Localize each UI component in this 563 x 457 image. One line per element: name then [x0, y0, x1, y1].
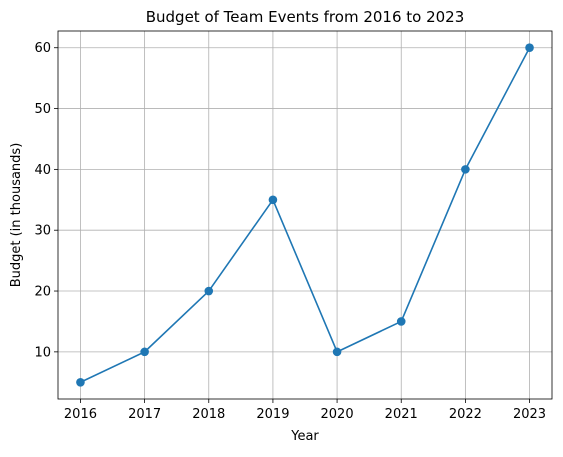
grid-lines: [58, 31, 552, 399]
y-axis-ticks: 10 20 30 40 50 60: [34, 41, 58, 360]
series-line-0: [80, 47, 531, 383]
series-budget: [76, 43, 534, 387]
y-tick-label-50: 50: [34, 102, 51, 117]
plot-frame: [57, 30, 553, 400]
data-point-2017: [140, 347, 149, 357]
data-point-2023: [525, 43, 534, 53]
chart-title: Budget of Team Events from 2016 to 2023: [146, 8, 465, 26]
x-tick-label-2022: 2022: [449, 407, 482, 422]
data-point-2019: [268, 195, 278, 205]
x-tick-label-2021: 2021: [385, 407, 418, 422]
y-tick-label-30: 30: [34, 224, 51, 239]
data-point-2022: [461, 165, 470, 174]
y-tick-label-40: 40: [34, 163, 51, 178]
x-tick-label-2019: 2019: [256, 407, 289, 422]
x-axis-ticks: 2016 2017 2018 2019 2020 2021 2022 2023: [64, 399, 546, 422]
data-point-2021: [396, 317, 406, 326]
y-tick-label-20: 20: [34, 285, 51, 300]
x-tick-label-2023: 2023: [513, 407, 546, 422]
x-tick-label-2017: 2017: [128, 407, 161, 422]
x-tick-label-2018: 2018: [192, 407, 225, 422]
y-tick-label-60: 60: [34, 41, 51, 56]
x-axis-label: Year: [290, 429, 319, 444]
x-tick-label-2020: 2020: [321, 407, 354, 422]
y-axis-label: Budget (in thousands): [9, 143, 24, 288]
x-tick-label-2016: 2016: [64, 407, 97, 422]
data-point-2018: [204, 286, 214, 296]
y-tick-label-10: 10: [34, 345, 51, 360]
axes: [57, 30, 553, 400]
data-point-2020: [332, 347, 342, 357]
data-point-2016: [76, 377, 85, 387]
